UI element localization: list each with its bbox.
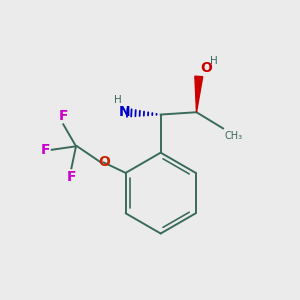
Text: O: O [98,155,110,170]
Text: F: F [40,143,50,157]
Text: N: N [119,104,131,118]
Text: F: F [58,109,68,122]
Text: O: O [201,61,212,75]
Polygon shape [195,76,203,112]
Text: H: H [210,56,218,66]
Text: H: H [114,94,122,105]
Text: F: F [67,170,76,184]
Text: CH₃: CH₃ [225,131,243,141]
